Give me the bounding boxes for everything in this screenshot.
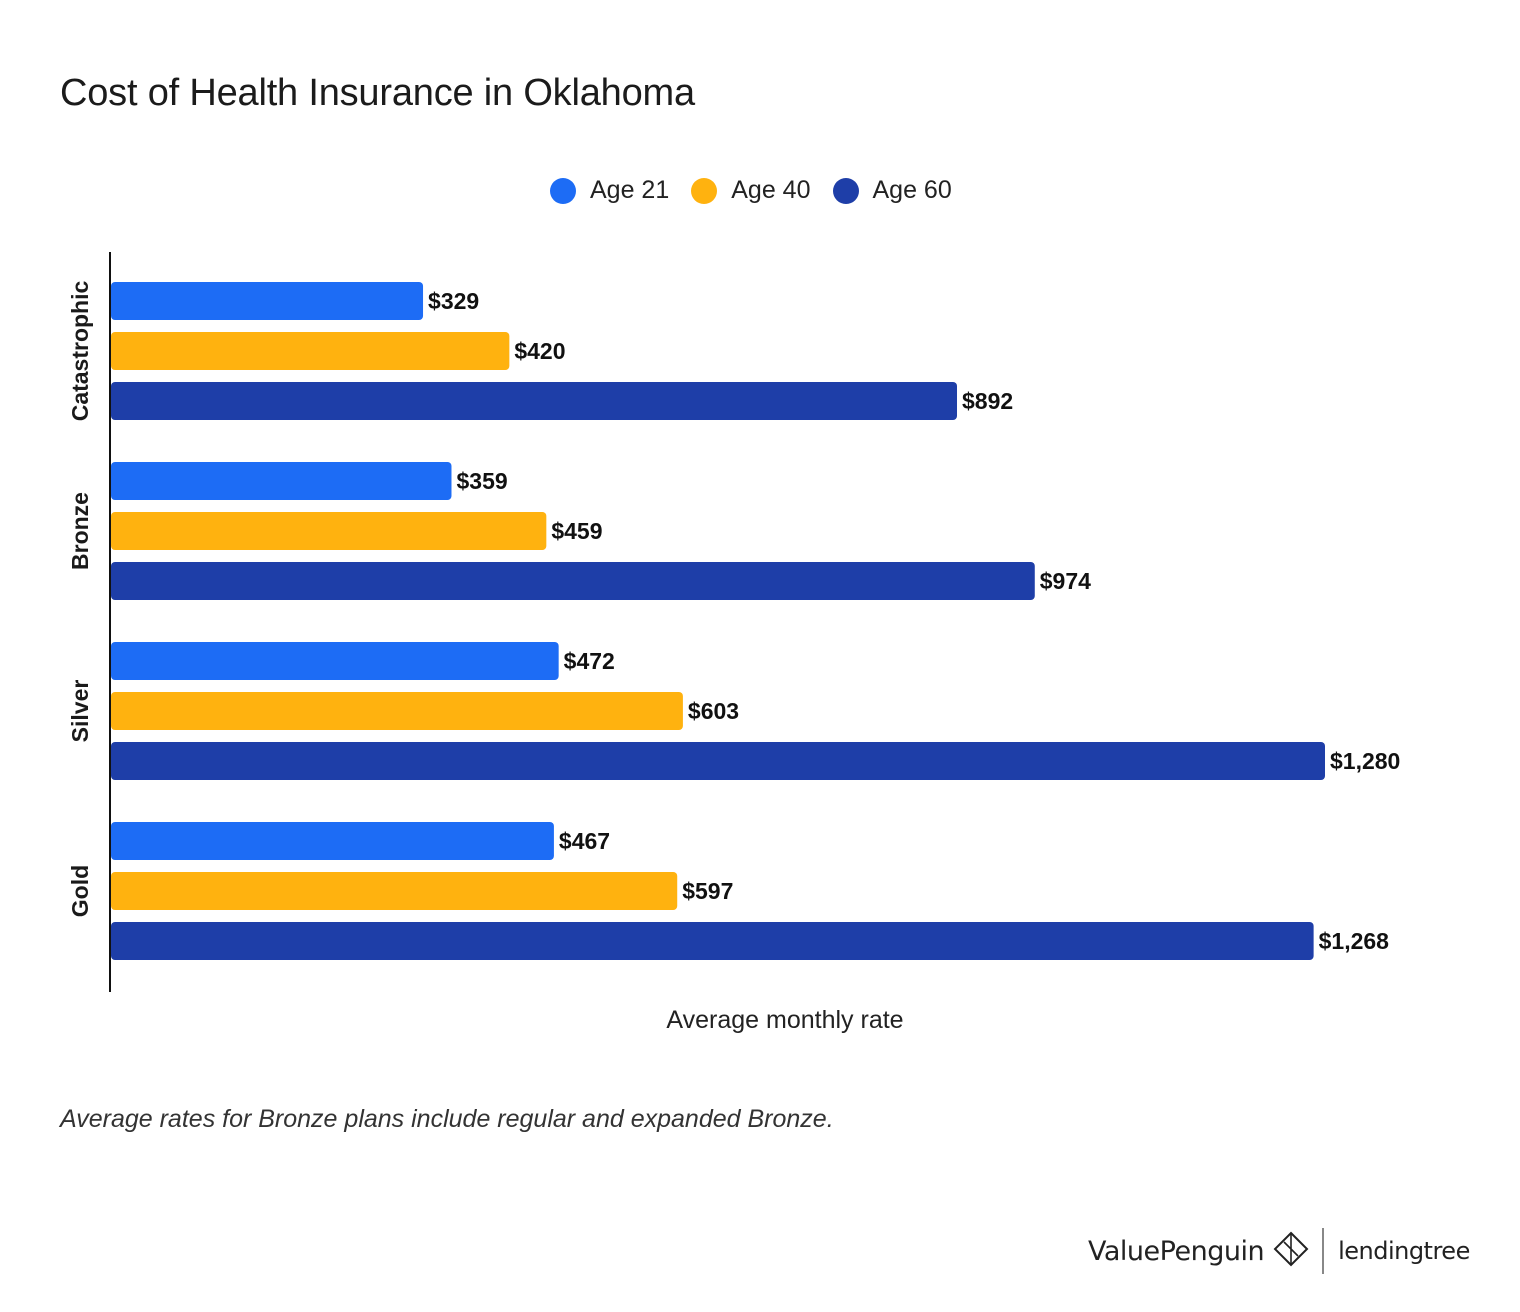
legend-item-age-40: Age 40 <box>691 176 811 205</box>
chart-title: Cost of Health Insurance in Oklahoma <box>60 72 695 114</box>
bar-silver-age-21 <box>111 642 559 680</box>
data-label-bronze-age-40: $459 <box>551 518 602 544</box>
chart-footnote: Average rates for Bronze plans include r… <box>60 1105 834 1133</box>
bar-silver-age-40 <box>111 692 683 730</box>
data-label-bronze-age-60: $974 <box>1040 568 1091 594</box>
legend-item-age-21: Age 21 <box>550 176 669 205</box>
legend-swatch-age-40 <box>691 177 718 204</box>
data-label-silver-age-40: $603 <box>688 698 739 724</box>
legend-item-age-60: Age 60 <box>832 176 952 205</box>
legend-swatch-age-60 <box>832 177 859 204</box>
valuepenguin-diamond-icon <box>1272 1230 1310 1272</box>
data-label-silver-age-21: $472 <box>564 648 615 674</box>
bar-silver-age-60 <box>111 742 1325 780</box>
data-label-catastrophic-age-40: $420 <box>514 338 565 364</box>
data-label-silver-age-60: $1,280 <box>1330 748 1400 774</box>
legend-swatch-age-21 <box>550 177 576 204</box>
branding: ValuePenguin lendingtree <box>1088 1228 1470 1274</box>
data-label-catastrophic-age-60: $892 <box>962 388 1013 414</box>
bar-gold-age-40 <box>111 872 678 910</box>
data-label-gold-age-60: $1,268 <box>1319 928 1390 954</box>
bar-catastrophic-age-40 <box>111 332 510 370</box>
data-label-catastrophic-age-21: $329 <box>428 288 479 314</box>
category-label-gold: Gold <box>67 865 93 917</box>
bar-chart: Catastrophic $329 $420 $892 Bronze $359 $459 $9… <box>67 252 1400 1034</box>
bar-bronze-age-60 <box>111 562 1035 600</box>
bar-catastrophic-age-60 <box>111 382 958 420</box>
x-axis-label: Average monthly rate <box>666 1006 903 1034</box>
data-label-gold-age-21: $467 <box>559 828 610 854</box>
data-label-bronze-age-21: $359 <box>456 468 507 494</box>
lendingtree-logo-text: lendingtree <box>1338 1237 1470 1265</box>
bar-gold-age-21 <box>111 822 554 860</box>
chart-legend: Age 21 Age 40 Age 60 <box>550 176 952 205</box>
category-label-bronze: Bronze <box>67 492 93 570</box>
legend-label-age-60: Age 60 <box>872 176 952 204</box>
legend-label-age-40: Age 40 <box>731 176 811 204</box>
bar-bronze-age-21 <box>111 462 452 500</box>
brand-divider <box>1322 1228 1325 1274</box>
valuepenguin-logo-text: ValuePenguin <box>1088 1235 1265 1267</box>
legend-label-age-21: Age 21 <box>590 176 670 204</box>
category-label-silver: Silver <box>67 680 93 743</box>
data-label-gold-age-40: $597 <box>682 878 733 904</box>
bar-gold-age-60 <box>111 922 1314 960</box>
bar-bronze-age-40 <box>111 512 547 550</box>
bar-catastrophic-age-21 <box>111 282 424 320</box>
category-label-catastrophic: Catastrophic <box>67 281 93 422</box>
